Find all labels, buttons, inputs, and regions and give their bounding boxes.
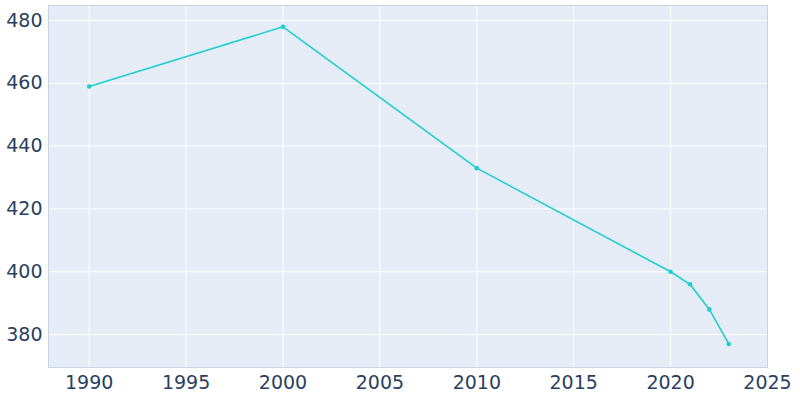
svg-text:2000: 2000 xyxy=(259,371,307,393)
svg-text:400: 400 xyxy=(6,260,42,282)
svg-text:380: 380 xyxy=(6,323,42,345)
svg-text:440: 440 xyxy=(6,134,42,156)
svg-text:1990: 1990 xyxy=(65,371,113,393)
svg-text:480: 480 xyxy=(6,9,42,31)
svg-text:2010: 2010 xyxy=(453,371,501,393)
svg-text:420: 420 xyxy=(6,197,42,219)
svg-text:1995: 1995 xyxy=(162,371,210,393)
svg-text:2015: 2015 xyxy=(550,371,598,393)
svg-text:2025: 2025 xyxy=(743,371,791,393)
svg-text:2020: 2020 xyxy=(646,371,694,393)
svg-text:460: 460 xyxy=(6,71,42,93)
svg-text:2005: 2005 xyxy=(356,371,404,393)
